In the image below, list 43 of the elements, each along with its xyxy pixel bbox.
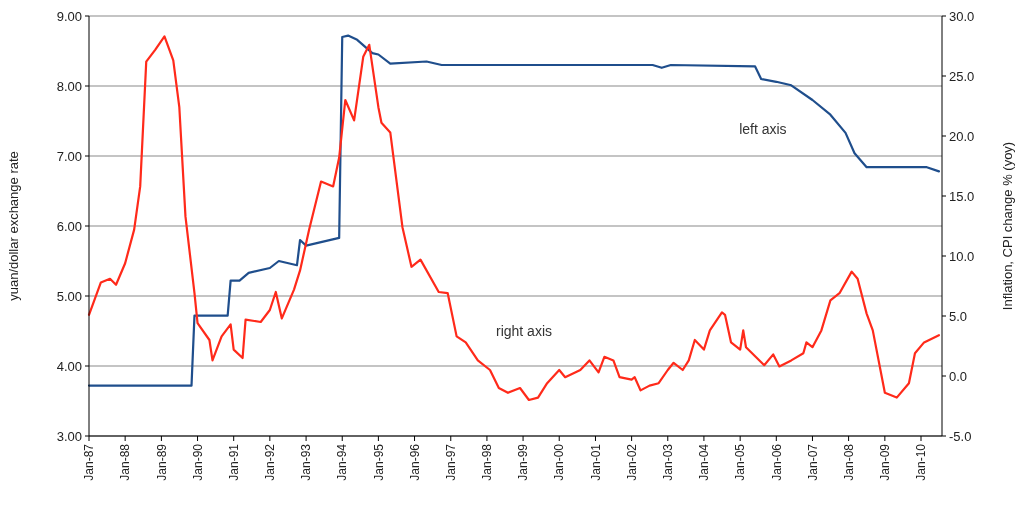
x-tick-label: Jan-04 <box>697 443 712 481</box>
y-tick-label: 3.00 <box>56 428 82 444</box>
x-tick-label: Jan-92 <box>263 443 278 481</box>
x-tick-label: Jan-01 <box>588 443 603 481</box>
y-tick-label: 9.00 <box>56 8 82 24</box>
x-tick-label: Jan-05 <box>733 443 748 481</box>
x-tick-label: Jan-09 <box>878 443 893 481</box>
x-tick-label: Jan-07 <box>805 443 820 481</box>
x-tick-label: Jan-89 <box>154 443 169 481</box>
y-tick-label: 4.00 <box>56 358 82 374</box>
y-tick-label: 5.00 <box>56 288 82 304</box>
annotation: right axis <box>496 322 553 339</box>
x-tick-label: Jan-98 <box>480 443 495 481</box>
x-tick-label: Jan-06 <box>769 443 784 481</box>
x-tick-label: Jan-94 <box>335 443 350 481</box>
annotation: left axis <box>739 121 787 138</box>
x-tick-label: Jan-10 <box>914 443 929 481</box>
y2-tick-label: 15.0 <box>949 188 975 204</box>
y-tick-label: 8.00 <box>56 78 82 94</box>
y2-tick-label: 5.0 <box>949 308 968 324</box>
x-tick-label: Jan-99 <box>516 443 531 481</box>
y2-tick-label: 25.0 <box>949 68 975 84</box>
x-tick-label: Jan-97 <box>443 443 458 481</box>
y2-tick-label: 10.0 <box>949 248 975 264</box>
x-tick-label: Jan-03 <box>660 443 675 481</box>
y2-tick-label: -5.0 <box>949 428 972 444</box>
y2-axis-title: Inflation, CPI change % (yoy) <box>1000 141 1015 311</box>
y2-tick-label: 0.0 <box>949 368 968 384</box>
x-tick-label: Jan-00 <box>552 443 567 481</box>
y-tick-label: 6.00 <box>56 218 82 234</box>
y2-tick-label: 20.0 <box>949 128 975 144</box>
x-tick-label: Jan-91 <box>226 443 241 481</box>
y-tick-label: 7.00 <box>56 148 82 164</box>
x-tick-label: Jan-87 <box>82 443 97 481</box>
x-tick-label: Jan-93 <box>299 443 314 481</box>
y-axis-title: yuan/dollar exchange rate <box>6 151 21 301</box>
x-tick-label: Jan-08 <box>841 443 856 481</box>
y2-tick-label: 30.0 <box>949 8 975 24</box>
x-tick-label: Jan-96 <box>407 443 422 481</box>
x-tick-label: Jan-90 <box>190 443 205 481</box>
x-tick-label: Jan-95 <box>371 443 386 481</box>
x-tick-label: Jan-88 <box>118 443 133 481</box>
x-tick-label: Jan-02 <box>624 443 639 481</box>
